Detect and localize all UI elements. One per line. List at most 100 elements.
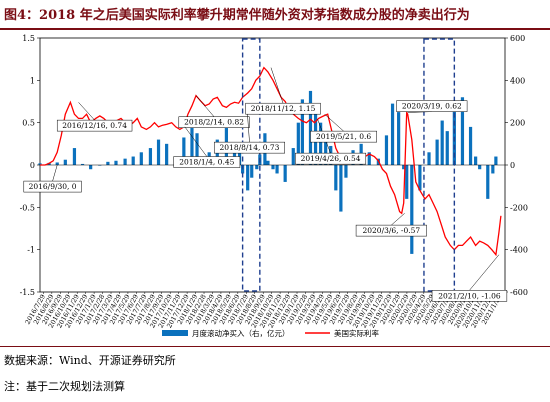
- annotation-box: [310, 130, 377, 143]
- net-buy-bar: [266, 160, 270, 165]
- annotation-leader: [184, 126, 208, 157]
- annotation-leader: [78, 102, 95, 121]
- net-buy-bar: [255, 165, 259, 170]
- net-buy-bar: [148, 148, 153, 165]
- annotation-label: 2018/2/14, 0.82: [184, 118, 244, 127]
- net-buy-bar: [72, 148, 77, 165]
- annotation-label: 2018/1/4, 0.45: [179, 158, 234, 167]
- annotation-box: [56, 119, 133, 132]
- net-buy-bar: [478, 165, 482, 170]
- net-buy-bar: [246, 165, 250, 191]
- net-buy-bar: [402, 165, 406, 170]
- annotation-leader: [391, 213, 405, 226]
- net-buy-bar: [410, 165, 414, 254]
- net-buy-bar: [291, 148, 295, 165]
- net-buy-bar: [131, 156, 135, 165]
- net-buy-bar: [324, 133, 328, 165]
- footnote: 注：基于二次规划法测算: [4, 380, 125, 393]
- net-buy-bar: [445, 131, 449, 165]
- net-buy-bar: [232, 143, 237, 165]
- y-right-tick-label: 400: [510, 76, 525, 85]
- annotation-leader: [270, 67, 284, 104]
- net-buy-bar: [275, 165, 279, 174]
- y-right-tick-label: -600: [510, 288, 528, 297]
- annotation-leader: [195, 95, 215, 117]
- net-buy-bar: [139, 152, 143, 165]
- y-left-tick-label: 1.5: [22, 34, 35, 43]
- net-buy-bar: [390, 103, 395, 165]
- y-left-tick-label: 0.5: [22, 119, 35, 128]
- y-left-tick-label: 1: [30, 76, 35, 85]
- figure-title: 图4：2018 年之后美国实际利率攀升期常伴随外资对茅指数成分股的净卖出行为: [4, 8, 470, 23]
- y-right-tick-label: 0: [510, 161, 515, 170]
- annotation-label: 2018/11/12, 1.15: [251, 104, 316, 113]
- y-left-tick-label: -1.5: [20, 288, 35, 297]
- net-buy-bar: [344, 165, 348, 178]
- y-right-tick-label: 200: [510, 119, 525, 128]
- real-rate-line: [40, 66, 502, 257]
- net-buy-bar: [339, 165, 343, 212]
- net-buy-bar: [435, 139, 439, 165]
- net-buy-bar: [427, 152, 431, 165]
- annotation-box: [295, 152, 367, 165]
- net-buy-bar: [250, 165, 254, 178]
- net-buy-bar: [123, 158, 127, 165]
- y-left-tick-label: -0.5: [20, 203, 35, 212]
- y-right-tick-label: 600: [510, 34, 525, 43]
- y-right-tick-label: -400: [510, 246, 528, 255]
- net-buy-bar: [182, 137, 186, 165]
- y-left-tick-label: -1: [27, 246, 35, 255]
- net-buy-bar: [474, 156, 478, 165]
- net-buy-bar: [494, 156, 498, 165]
- figure-title-bar: 图4：2018 年之后美国实际利率攀升期常伴随外资对茅指数成分股的净卖出行为: [0, 0, 550, 30]
- annotation-leader: [324, 114, 344, 132]
- net-buy-bar: [491, 165, 495, 174]
- net-buy-bar: [405, 165, 409, 199]
- annotation-label: 2018/8/14, 0.73: [220, 143, 280, 152]
- net-buy-bar: [89, 165, 93, 170]
- net-buy-bar: [195, 133, 199, 165]
- annotation-leader: [52, 164, 58, 182]
- net-buy-bar: [55, 162, 59, 165]
- source-divider: [0, 346, 550, 347]
- net-buy-bar: [367, 152, 371, 165]
- y-right-tick-label: -200: [510, 203, 528, 212]
- net-buy-bar: [106, 161, 110, 165]
- annotation-box: [178, 116, 250, 128]
- net-buy-bar: [38, 163, 42, 165]
- annotation-box: [355, 224, 427, 237]
- net-buy-bar: [156, 139, 161, 165]
- legend-bar-swatch: [162, 330, 188, 336]
- net-buy-bar: [283, 165, 287, 182]
- net-buy-bar: [165, 143, 169, 165]
- y-left-tick-label: 0: [30, 161, 35, 170]
- annotation-box: [245, 102, 321, 115]
- annotation-label: 2016/9/30, 0: [29, 182, 77, 191]
- chart: -1.5 -1 -0.5 0 0.5 1 1.5 -600 -400 -200 0 200 400 600…: [20, 34, 528, 338]
- annotation-label: 2016/12/16, 0.74: [62, 121, 127, 130]
- net-buy-bar: [418, 165, 422, 191]
- annotation-box: [396, 100, 468, 112]
- annotation-label: 2020/3/19, 0.62: [402, 102, 462, 111]
- annotation-box: [23, 180, 82, 193]
- annotation-label: 2019/4/26, 0.54: [301, 154, 361, 163]
- annotation-box: [213, 141, 285, 154]
- highlight-box: [241, 38, 261, 292]
- net-buy-bar: [384, 135, 389, 165]
- net-buy-bar: [80, 163, 85, 165]
- net-buy-bar: [397, 112, 401, 165]
- net-buy-bar: [300, 99, 304, 165]
- net-buy-bar: [114, 160, 118, 165]
- annotation-box: [431, 290, 508, 302]
- net-buy-bar: [334, 165, 338, 191]
- net-buy-bar: [63, 159, 67, 165]
- legend-bar-label: 月度滚动净买入（右，亿元）: [192, 328, 290, 338]
- annotation-label: 2021/2/10, -1.06: [438, 291, 501, 300]
- net-buy-bar: [308, 90, 313, 165]
- legend-line-label: 美国实际利率: [334, 328, 379, 338]
- source-note: 数据来源：Wind、开源证券研究所: [4, 354, 176, 367]
- net-buy-bar: [319, 122, 323, 165]
- annotation-leader: [469, 254, 500, 291]
- net-buy-bar: [271, 165, 275, 170]
- annotation-box: [173, 156, 241, 168]
